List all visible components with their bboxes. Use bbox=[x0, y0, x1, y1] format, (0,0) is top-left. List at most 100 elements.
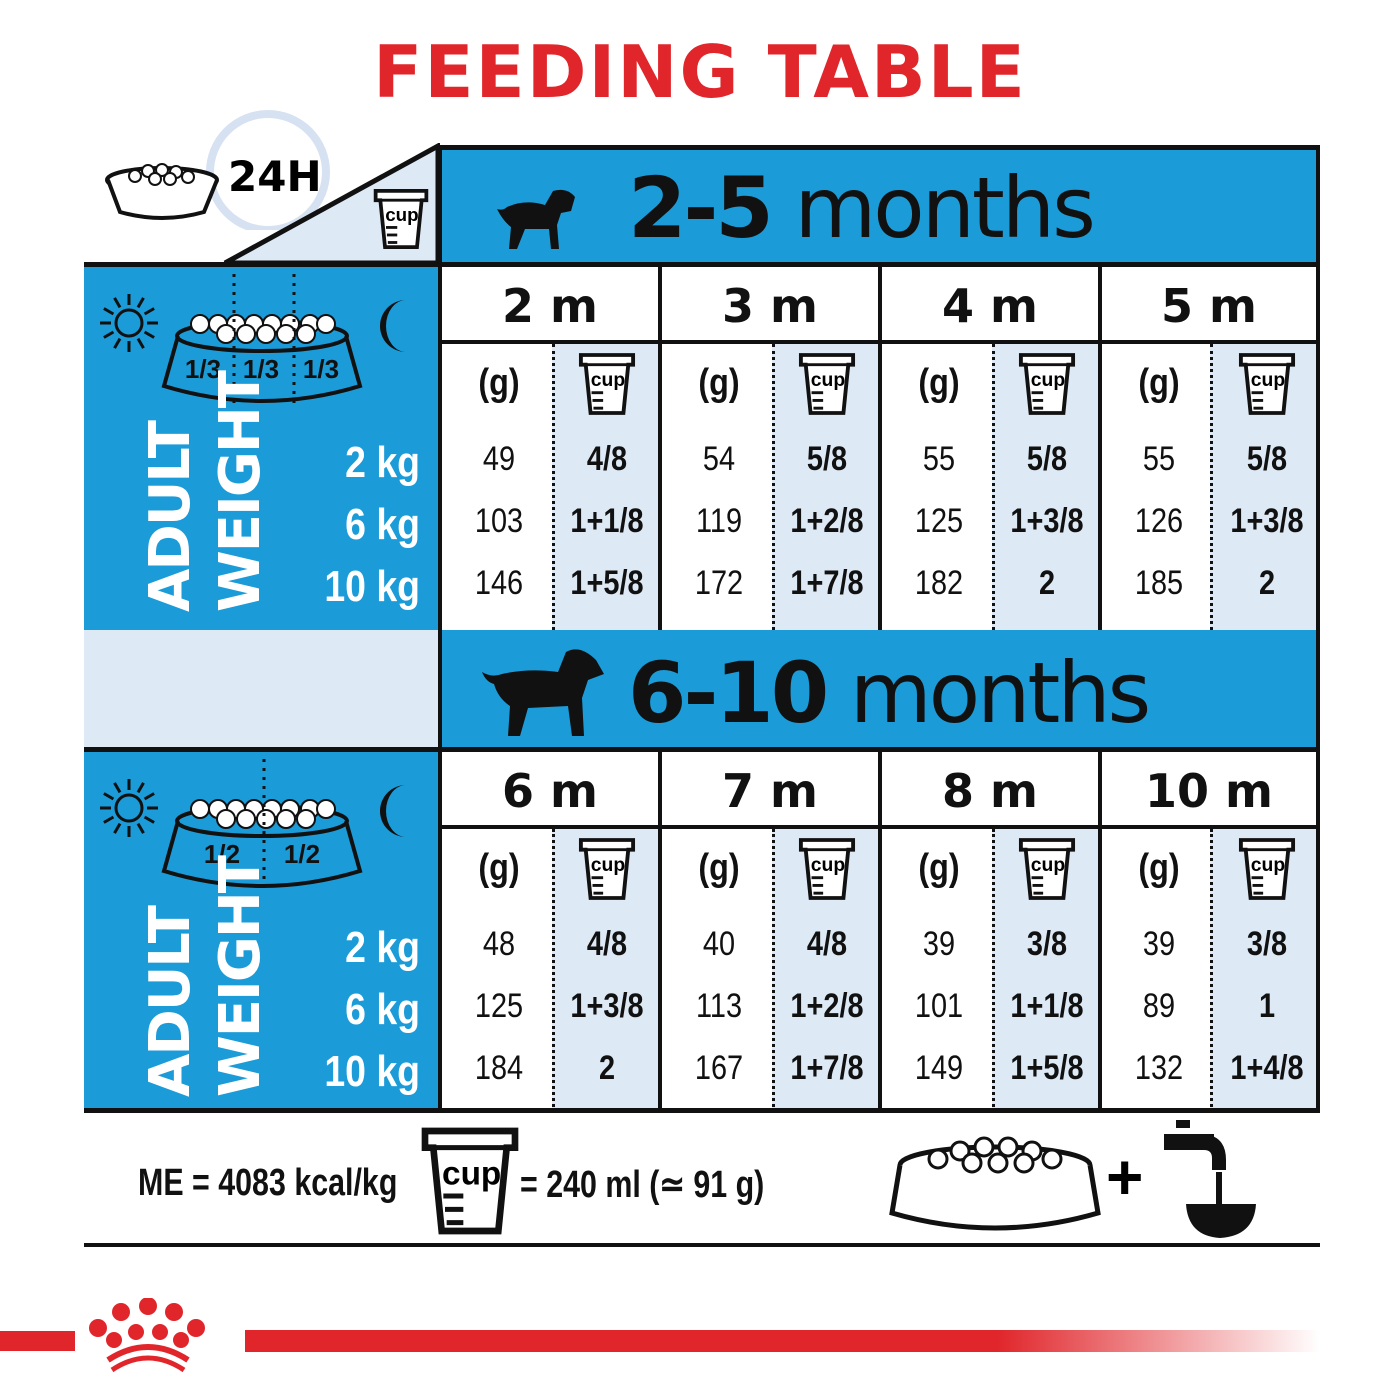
spacer-panel bbox=[84, 630, 438, 747]
cup-icon-label: cup bbox=[591, 855, 626, 876]
grams-value: 39 bbox=[1142, 925, 1176, 963]
cups-value: 1+1/8 bbox=[1010, 987, 1084, 1025]
cup-icon: cup bbox=[798, 352, 856, 421]
bowl-clock-icon bbox=[105, 110, 330, 230]
grams-value: 48 bbox=[482, 925, 516, 963]
cup-icon-label: cup bbox=[1031, 855, 1066, 876]
grams-value: 126 bbox=[1134, 502, 1184, 540]
grams-header: (g) bbox=[698, 847, 740, 889]
duration-label: 24H bbox=[228, 152, 322, 201]
month-cell bbox=[658, 340, 878, 630]
cups-value: 1+3/8 bbox=[1010, 502, 1084, 540]
cup-icon-label: cup bbox=[811, 855, 846, 876]
grams-value: 182 bbox=[914, 564, 964, 602]
cup-icon: cup bbox=[1238, 352, 1296, 421]
cups-value: 1+1/8 bbox=[570, 502, 644, 540]
weight-value: 10 kg bbox=[324, 562, 420, 611]
cup-column bbox=[772, 344, 878, 630]
cup-icon-label: cup bbox=[1031, 370, 1066, 391]
cup-icon: cup bbox=[798, 837, 856, 906]
month-header: 10 m bbox=[1098, 747, 1320, 825]
month-header: 7 m bbox=[658, 747, 878, 825]
cup-icon: cup bbox=[1018, 837, 1076, 906]
brand-bar-left bbox=[0, 1331, 75, 1351]
cups-value: 4/8 bbox=[586, 925, 628, 963]
weight-label-weight: WEIGHT bbox=[208, 857, 273, 1097]
grams-value: 167 bbox=[694, 1049, 744, 1087]
cups-value: 5/8 bbox=[1026, 440, 1068, 478]
weight-value: 6 kg bbox=[345, 985, 420, 1034]
grams-value: 103 bbox=[474, 502, 524, 540]
cups-value: 4/8 bbox=[806, 925, 848, 963]
cup-icon-label: cup bbox=[1251, 855, 1286, 876]
grams-value: 119 bbox=[695, 502, 743, 540]
grams-value: 89 bbox=[1142, 987, 1176, 1025]
grams-header: (g) bbox=[918, 847, 960, 889]
portion-label: 1/3 bbox=[302, 354, 340, 384]
portion-label: 1/2 bbox=[283, 839, 321, 869]
cups-value: 3/8 bbox=[1246, 925, 1288, 963]
cup-icon-label: cup bbox=[591, 370, 626, 391]
cup-icon: cup bbox=[420, 1126, 520, 1241]
water-tap-icon bbox=[1164, 1120, 1256, 1238]
cups-value: 1+2/8 bbox=[790, 987, 864, 1025]
portion-label: 1/3 bbox=[184, 354, 222, 384]
month-header: 3 m bbox=[658, 262, 878, 340]
grams-value: 132 bbox=[1134, 1049, 1184, 1087]
cups-value: 1+7/8 bbox=[790, 1049, 864, 1087]
grams-value: 113 bbox=[695, 987, 743, 1025]
moon-icon bbox=[380, 300, 406, 352]
cups-value: 2 bbox=[598, 1049, 616, 1087]
grams-header: (g) bbox=[698, 362, 740, 404]
moon-icon bbox=[380, 785, 406, 837]
page-title: FEEDING TABLE bbox=[373, 30, 1027, 114]
age-range-title: 6-10 months bbox=[628, 644, 1151, 742]
cups-value: 2 bbox=[1258, 564, 1276, 602]
cups-value: 4/8 bbox=[586, 440, 628, 478]
grams-value: 146 bbox=[474, 564, 524, 602]
grams-value: 55 bbox=[1142, 440, 1176, 478]
cup-icon-label: cup bbox=[1251, 370, 1286, 391]
weight-value: 2 kg bbox=[345, 438, 420, 487]
sun-icon bbox=[100, 779, 158, 837]
bowl-icon bbox=[889, 1136, 1101, 1231]
crown-logo-icon bbox=[89, 1298, 205, 1373]
cup-icon: cup bbox=[1018, 352, 1076, 421]
grams-header: (g) bbox=[1138, 847, 1180, 889]
cups-value: 5/8 bbox=[1246, 440, 1288, 478]
month-header: 4 m bbox=[878, 262, 1098, 340]
cups-value: 1+2/8 bbox=[790, 502, 864, 540]
grams-value: 49 bbox=[482, 440, 516, 478]
grams-value: 101 bbox=[914, 987, 964, 1025]
grams-value: 125 bbox=[474, 987, 524, 1025]
sun-icon bbox=[100, 294, 158, 352]
cups-value: 1+7/8 bbox=[790, 564, 864, 602]
cup-icon-label: cup bbox=[811, 370, 846, 391]
cup-icon: cup bbox=[578, 352, 636, 421]
cups-value: 1+4/8 bbox=[1230, 1049, 1304, 1087]
weight-value: 6 kg bbox=[345, 500, 420, 549]
cup-icon-label: cup bbox=[442, 1155, 501, 1192]
grams-header: (g) bbox=[478, 362, 520, 404]
grams-value: 149 bbox=[914, 1049, 964, 1087]
portion-label: 1/2 bbox=[203, 839, 241, 869]
cups-value: 1+5/8 bbox=[1010, 1049, 1084, 1087]
grams-value: 55 bbox=[922, 440, 956, 478]
cup-icon-label: cup bbox=[385, 204, 418, 225]
month-header: 2 m bbox=[438, 262, 658, 340]
age-band-0 bbox=[438, 145, 1320, 262]
cups-value: 3/8 bbox=[1026, 925, 1068, 963]
cups-value: 1+3/8 bbox=[570, 987, 644, 1025]
month-cell bbox=[658, 825, 878, 1112]
cup-icon: cup bbox=[372, 188, 430, 255]
weight-value: 10 kg bbox=[324, 1047, 420, 1096]
month-header: 6 m bbox=[438, 747, 658, 825]
grams-header: (g) bbox=[478, 847, 520, 889]
cup-equivalence-label: = 240 ml (≃ 91 g) bbox=[520, 1164, 765, 1206]
cups-value: 2 bbox=[1038, 564, 1056, 602]
cups-value: 1+5/8 bbox=[570, 564, 644, 602]
portion-bowl-icon bbox=[161, 759, 363, 894]
age-range-title: 2-5 months bbox=[628, 159, 1096, 257]
grams-header: (g) bbox=[918, 362, 960, 404]
month-header: 8 m bbox=[878, 747, 1098, 825]
